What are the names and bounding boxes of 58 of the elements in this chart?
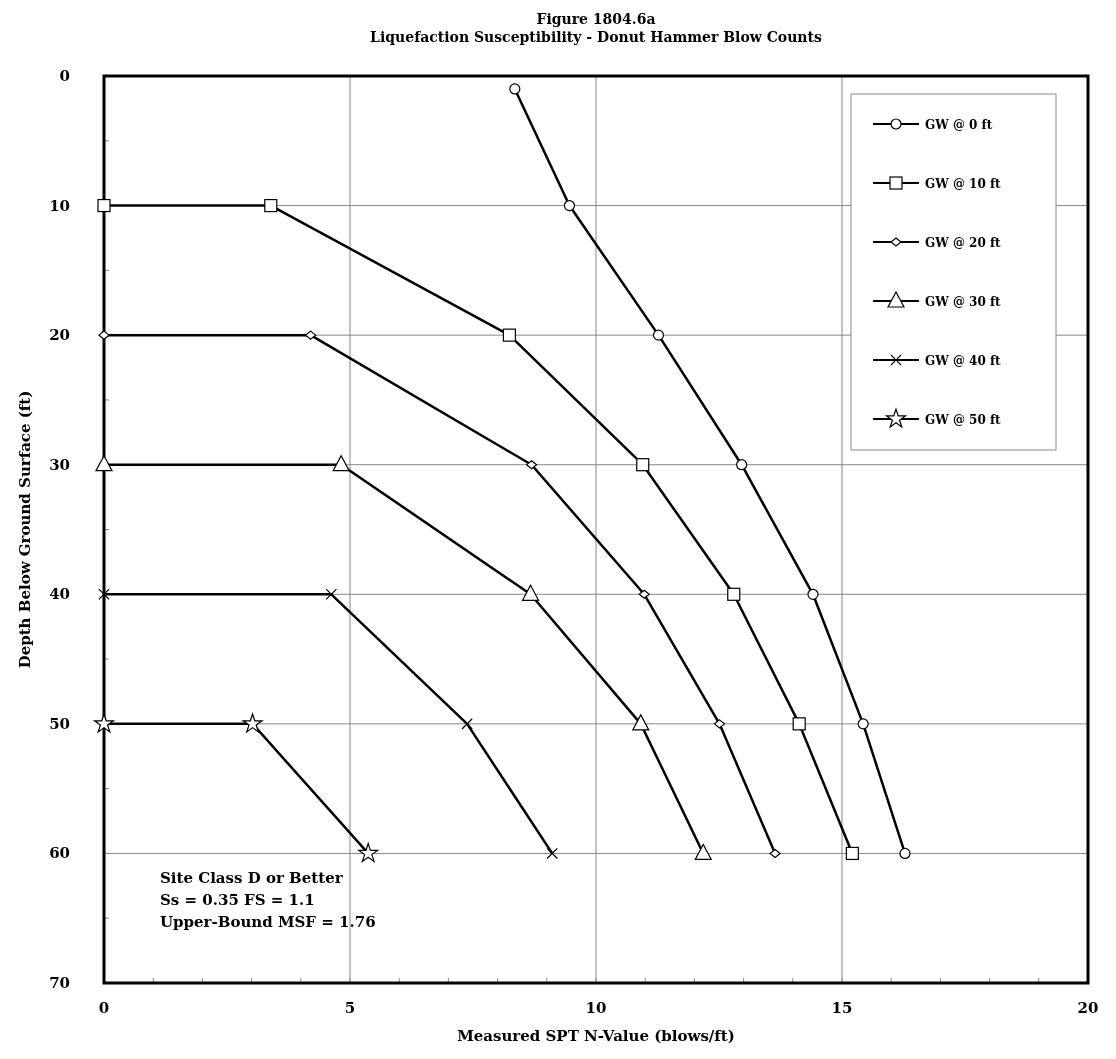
point [98, 588, 110, 600]
point [807, 588, 819, 600]
point [521, 584, 540, 601]
point [97, 198, 111, 213]
y-tick-label: 50 [49, 714, 70, 733]
x-axis-title: Measured SPT N-Value (blows/ft) [457, 1027, 735, 1045]
point [713, 719, 726, 729]
legend-label: GW @ 40 ft [925, 354, 1002, 368]
point [332, 455, 350, 472]
point [845, 846, 859, 861]
annotation: Upper-Bound MSF = 1.76 [160, 913, 376, 931]
point [563, 199, 576, 212]
point [694, 843, 712, 861]
legend-label: GW @ 20 ft [925, 236, 1002, 250]
point [525, 460, 538, 470]
legend-label: GW @ 10 ft [925, 177, 1002, 191]
annotation: Ss = 0.35 FS = 1.1 [160, 891, 315, 909]
point [305, 330, 317, 340]
point [95, 455, 113, 472]
point [727, 587, 741, 601]
point [98, 330, 110, 340]
point [509, 83, 521, 95]
point [264, 198, 278, 213]
y-tick-label: 30 [49, 455, 70, 474]
point [461, 718, 473, 730]
y-tick-label: 40 [49, 585, 70, 604]
point [325, 588, 338, 600]
x-tick-label: 0 [98, 999, 110, 1017]
point [502, 328, 517, 342]
legend-label: GW @ 50 ft [925, 413, 1002, 427]
point [93, 713, 115, 733]
y-axis-title: Depth Below Ground Surface (ft) [16, 390, 34, 669]
point [652, 329, 665, 341]
legend-label: GW @ 30 ft [925, 295, 1002, 309]
x-tick-label: 20 [1077, 999, 1099, 1017]
point [358, 842, 379, 863]
point [769, 848, 781, 859]
point [638, 589, 650, 599]
y-tick-label: 60 [49, 844, 70, 863]
x-tick-label: 5 [344, 999, 356, 1017]
point [792, 717, 806, 731]
point [899, 847, 911, 860]
point [632, 714, 650, 731]
y-tick-label: 20 [49, 326, 70, 345]
chart-subtitle: Liquefaction Susceptibility - Donut Hammer Blow Counts [370, 29, 822, 45]
y-tick-label: 0 [59, 67, 70, 85]
point [857, 718, 869, 730]
x-tick-label: 15 [831, 999, 853, 1017]
x-tick-label: 10 [585, 999, 607, 1017]
point [242, 713, 263, 733]
annotation: Site Class D or Better [160, 869, 344, 887]
point [636, 458, 650, 472]
point [736, 459, 748, 471]
y-tick-label: 10 [49, 196, 70, 215]
y-tick-label: 70 [49, 974, 70, 992]
legend-label: GW @ 0 ft [925, 118, 993, 132]
point [546, 847, 558, 860]
chart-title: Figure 1804.6a [536, 11, 656, 27]
